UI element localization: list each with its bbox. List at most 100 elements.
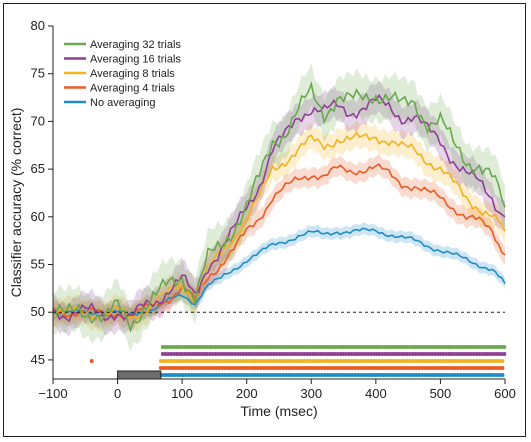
sig-dot-3 (389, 366, 394, 370)
axes: −100 0 100 200 300 400 500 600 45 50 55 60 65 70 75 80 (31, 18, 516, 401)
sig-dot-2 (372, 359, 377, 363)
sig-dot-1 (321, 352, 326, 356)
sig-dot-2 (394, 359, 399, 363)
series-line-1 (52, 93, 506, 323)
sig-dot-0 (324, 345, 329, 349)
sig-dot-3 (217, 366, 222, 370)
sig-dot-4 (306, 373, 311, 377)
sig-dot-2 (172, 359, 177, 363)
sig-dot-1 (449, 352, 454, 356)
sig-dot-1 (274, 352, 279, 356)
sig-dot-2 (347, 359, 352, 363)
sig-dot-0 (332, 345, 337, 349)
sig-dot-0 (163, 345, 168, 349)
sig-dot-4 (478, 373, 483, 377)
sig-dot-4 (445, 373, 449, 377)
sig-dot-1 (407, 352, 412, 356)
sig-dot-1 (424, 352, 429, 356)
sig-dot-4 (425, 373, 430, 377)
sig-dot-3 (455, 366, 460, 370)
sig-dot-1 (477, 352, 482, 356)
sig-dot-0 (488, 345, 493, 349)
sig-dot-2 (414, 359, 419, 363)
sig-dot-4 (339, 373, 344, 377)
sig-dot-4 (317, 373, 322, 377)
series-line-4 (52, 227, 506, 317)
sig-dot-1 (263, 352, 268, 356)
sig-dot-1 (180, 352, 185, 356)
sig-dot-4 (278, 373, 283, 377)
sig-dot-1 (474, 352, 479, 356)
sig-dot-1 (199, 352, 204, 356)
sig-dot-0 (396, 345, 401, 349)
sig-dot-0 (169, 345, 174, 349)
sig-dot-3 (386, 366, 391, 370)
sig-dot-2 (494, 359, 499, 363)
sig-dot-4 (172, 373, 177, 377)
sig-dot-1 (502, 352, 507, 356)
sig-dot-3 (311, 366, 316, 370)
sig-dot-4 (420, 373, 424, 377)
sig-dot-4 (489, 373, 494, 377)
sig-dot-2 (231, 359, 235, 363)
sig-dot-4 (406, 373, 411, 377)
sig-dot-1 (430, 352, 435, 356)
sig-dot-0 (260, 345, 265, 349)
sig-dot-0 (349, 345, 354, 349)
sig-dot-1 (394, 352, 398, 356)
y-tick-label: 65 (31, 161, 45, 176)
sig-dot-0 (266, 345, 271, 349)
sig-dot-2 (186, 359, 191, 363)
sig-dot-1 (219, 352, 224, 356)
sig-dot-2 (436, 359, 441, 363)
sig-dot-1 (346, 352, 351, 356)
sig-dot-3 (264, 366, 269, 370)
sig-dot-4 (217, 373, 222, 377)
sig-dot-2 (197, 359, 202, 363)
y-tick-label: 45 (31, 352, 45, 367)
sig-dot-2 (158, 359, 163, 363)
sig-dot-1 (382, 352, 387, 356)
sig-dot-1 (460, 352, 465, 356)
sig-dot-4 (467, 373, 472, 377)
sig-dot-2 (183, 359, 188, 363)
sig-dot-0 (407, 345, 412, 349)
legend-label-0: Averaging 32 trials (90, 39, 181, 51)
sig-dot-2 (389, 359, 394, 363)
sig-dot-0 (210, 345, 215, 349)
y-tick-label: 80 (31, 18, 45, 33)
sig-dot-4 (300, 373, 305, 377)
sig-dot-2 (336, 359, 341, 363)
sig-dot-1 (171, 352, 176, 356)
sig-dot-2 (242, 359, 247, 363)
sig-dot-3 (289, 366, 294, 370)
sig-dot-3 (375, 366, 380, 370)
sig-dot-4 (303, 373, 308, 377)
sig-dot-2 (161, 359, 166, 363)
sig-dot-1 (210, 352, 215, 356)
sig-dot-3 (303, 366, 308, 370)
legend-label-1: Averaging 16 trials (90, 54, 181, 66)
sig-dot-0 (227, 345, 232, 349)
sig-dot-2 (236, 359, 241, 363)
sig-dot-3 (181, 366, 185, 370)
sig-dot-1 (452, 352, 457, 356)
sig-dot-3 (319, 366, 324, 370)
sig-dot-1 (405, 352, 410, 356)
sig-dot-2 (461, 359, 466, 363)
sig-dot-4 (231, 373, 236, 377)
sig-dot-0 (249, 345, 254, 349)
sig-dot-1 (246, 352, 251, 356)
sig-dot-0 (416, 345, 421, 349)
sig-dot-2 (269, 359, 274, 363)
sig-dot-2 (314, 359, 319, 363)
sig-dot-3 (256, 366, 260, 370)
sig-dot-3 (306, 366, 310, 370)
x-tick-label: 600 (494, 386, 516, 401)
sig-dot-4 (453, 373, 458, 377)
sig-dot-2 (264, 359, 269, 363)
sig-dot-3 (300, 366, 305, 370)
sig-dot-0 (499, 345, 504, 349)
sig-dot-3 (436, 366, 441, 370)
sig-dot-0 (274, 345, 279, 349)
